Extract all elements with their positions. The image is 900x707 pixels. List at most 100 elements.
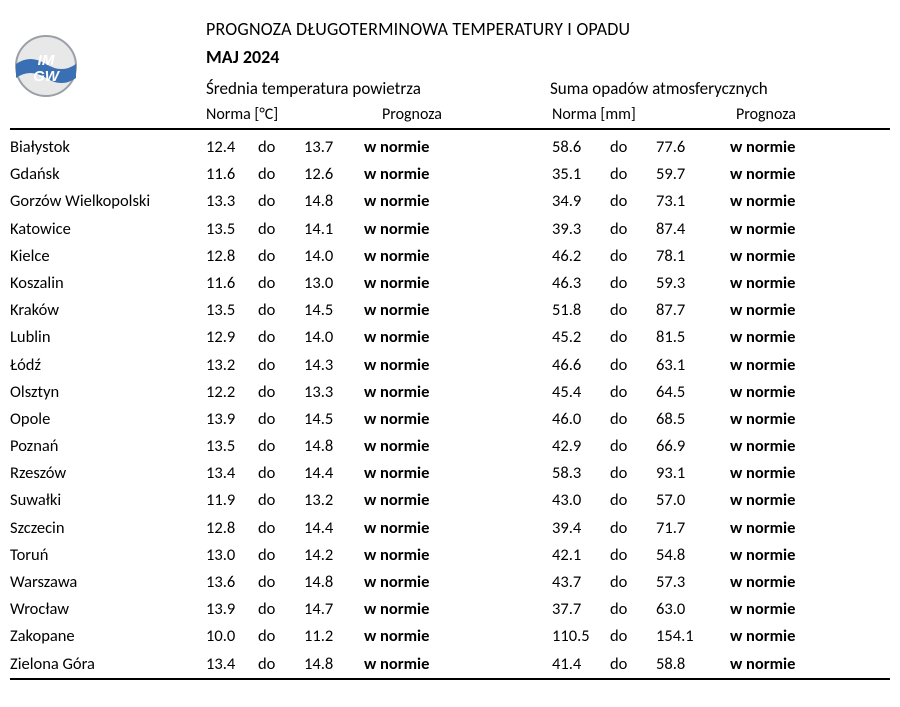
- range-word: do: [610, 542, 656, 569]
- precip-lo-cell: 39.3: [552, 216, 610, 243]
- precip-hi-cell: 154.1: [656, 623, 730, 650]
- precip-prog-cell: w normie: [730, 324, 890, 351]
- precip-lo-cell: 45.4: [552, 379, 610, 406]
- city-cell: Poznań: [10, 433, 206, 460]
- temp-lo-cell: 13.2: [206, 352, 258, 379]
- range-word: do: [258, 487, 304, 514]
- range-word: do: [610, 243, 656, 270]
- precip-prog-cell: w normie: [730, 542, 890, 569]
- temp-hi-cell: 14.8: [304, 651, 364, 678]
- precip-prog-cell: w normie: [730, 433, 890, 460]
- city-cell: Suwałki: [10, 487, 206, 514]
- temp-lo-cell: 12.9: [206, 324, 258, 351]
- table-row: Katowice13.5do14.1w normie39.3do87.4w no…: [10, 216, 890, 243]
- logo-text-bottom: GW: [33, 68, 61, 85]
- precip-lo-cell: 34.9: [552, 188, 610, 215]
- temp-prog-cell: w normie: [364, 406, 552, 433]
- table-body: Białystok12.4do13.7w normie58.6do77.6w n…: [10, 134, 890, 678]
- precip-lo-cell: 46.2: [552, 243, 610, 270]
- temp-lo-cell: 10.0: [206, 623, 258, 650]
- precip-section-header: Suma opadów atmosferycznych: [550, 78, 890, 99]
- range-word: do: [610, 270, 656, 297]
- range-word: do: [258, 161, 304, 188]
- range-word: do: [258, 188, 304, 215]
- precip-prog-cell: w normie: [730, 216, 890, 243]
- precip-hi-cell: 57.3: [656, 569, 730, 596]
- table-row: Gorzów Wielkopolski13.3do14.8w normie34.…: [10, 188, 890, 215]
- precip-hi-cell: 63.1: [656, 352, 730, 379]
- temp-hi-cell: 14.7: [304, 596, 364, 623]
- temp-hi-cell: 14.1: [304, 216, 364, 243]
- precip-lo-cell: 37.7: [552, 596, 610, 623]
- table-row: Zielona Góra13.4do14.8w normie41.4do58.8…: [10, 651, 890, 678]
- range-word: do: [258, 243, 304, 270]
- precip-hi-cell: 59.3: [656, 270, 730, 297]
- city-cell: Wrocław: [10, 596, 206, 623]
- table-row: Białystok12.4do13.7w normie58.6do77.6w n…: [10, 134, 890, 161]
- city-cell: Koszalin: [10, 270, 206, 297]
- precip-lo-cell: 45.2: [552, 324, 610, 351]
- city-cell: Zakopane: [10, 623, 206, 650]
- temp-prog-cell: w normie: [364, 216, 552, 243]
- range-word: do: [610, 569, 656, 596]
- range-word: do: [258, 270, 304, 297]
- precip-hi-cell: 66.9: [656, 433, 730, 460]
- city-cell: Warszawa: [10, 569, 206, 596]
- precip-hi-cell: 78.1: [656, 243, 730, 270]
- temp-norma-header: Norma [°C]: [206, 105, 382, 124]
- range-word: do: [610, 134, 656, 161]
- top-rule: [10, 128, 890, 130]
- weather-forecast-table: IM GW PROGNOZA DŁUGOTERMINOWA TEMPERATUR…: [0, 0, 900, 707]
- table-row: Poznań13.5do14.8w normie42.9do66.9w norm…: [10, 433, 890, 460]
- precip-norma-header: Norma [mm]: [552, 105, 736, 124]
- precip-prog-cell: w normie: [730, 515, 890, 542]
- range-word: do: [610, 161, 656, 188]
- logo-text-top: IM: [38, 52, 55, 69]
- city-cell: Katowice: [10, 216, 206, 243]
- temp-hi-cell: 14.5: [304, 297, 364, 324]
- temp-prog-cell: w normie: [364, 623, 552, 650]
- range-word: do: [258, 515, 304, 542]
- temp-prog-cell: w normie: [364, 379, 552, 406]
- precip-lo-cell: 58.3: [552, 460, 610, 487]
- table-row: Opole13.9do14.5w normie46.0do68.5w normi…: [10, 406, 890, 433]
- precip-prog-cell: w normie: [730, 352, 890, 379]
- bottom-rule: [10, 678, 890, 680]
- temp-lo-cell: 13.9: [206, 406, 258, 433]
- precip-hi-cell: 73.1: [656, 188, 730, 215]
- temp-lo-cell: 11.6: [206, 270, 258, 297]
- table-row: Warszawa13.6do14.8w normie43.7do57.3w no…: [10, 569, 890, 596]
- temp-lo-cell: 13.3: [206, 188, 258, 215]
- table-row: Szczecin12.8do14.4w normie39.4do71.7w no…: [10, 515, 890, 542]
- precip-prog-cell: w normie: [730, 406, 890, 433]
- precip-prog-cell: w normie: [730, 596, 890, 623]
- table-row: Koszalin11.6do13.0w normie46.3do59.3w no…: [10, 270, 890, 297]
- table-row: Łódź13.2do14.3w normie46.6do63.1w normie: [10, 352, 890, 379]
- precip-hi-cell: 68.5: [656, 406, 730, 433]
- range-word: do: [258, 324, 304, 351]
- city-cell: Olsztyn: [10, 379, 206, 406]
- precip-lo-cell: 41.4: [552, 651, 610, 678]
- table-row: Zakopane10.0do11.2w normie110.5do154.1w …: [10, 623, 890, 650]
- precip-lo-cell: 39.4: [552, 515, 610, 542]
- temp-lo-cell: 12.8: [206, 515, 258, 542]
- temp-prog-cell: w normie: [364, 134, 552, 161]
- range-word: do: [258, 460, 304, 487]
- precip-prog-cell: w normie: [730, 487, 890, 514]
- table-row: Olsztyn12.2do13.3w normie45.4do64.5w nor…: [10, 379, 890, 406]
- precip-lo-cell: 43.0: [552, 487, 610, 514]
- page-title: PROGNOZA DŁUGOTERMINOWA TEMPERATURY I OP…: [206, 18, 890, 40]
- precip-prog-cell: w normie: [730, 161, 890, 188]
- temp-lo-cell: 12.2: [206, 379, 258, 406]
- range-word: do: [610, 406, 656, 433]
- temp-hi-cell: 14.2: [304, 542, 364, 569]
- city-cell: Gorzów Wielkopolski: [10, 188, 206, 215]
- temp-prog-cell: w normie: [364, 324, 552, 351]
- range-word: do: [258, 596, 304, 623]
- temp-prog-cell: w normie: [364, 243, 552, 270]
- precip-prog-cell: w normie: [730, 623, 890, 650]
- table-row: Gdańsk11.6do12.6w normie35.1do59.7w norm…: [10, 161, 890, 188]
- precip-prog-cell: w normie: [730, 569, 890, 596]
- precip-prog-cell: w normie: [730, 243, 890, 270]
- precip-lo-cell: 43.7: [552, 569, 610, 596]
